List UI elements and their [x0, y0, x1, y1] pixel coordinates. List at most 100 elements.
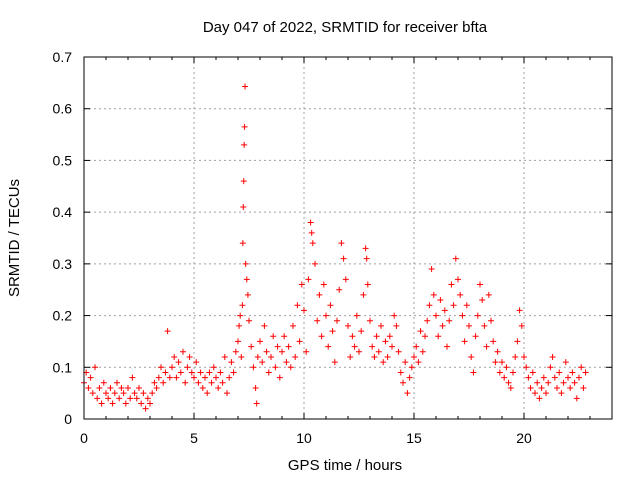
- data-point: [296, 338, 303, 345]
- data-point: [125, 384, 131, 391]
- data-point: [127, 395, 134, 402]
- data-point: [527, 384, 534, 391]
- data-point: [250, 364, 257, 371]
- data-point: [415, 359, 422, 366]
- data-point: [336, 286, 343, 293]
- data-point: [466, 322, 472, 329]
- data-point: [294, 302, 301, 309]
- data-point: [494, 348, 501, 355]
- data-point: [122, 400, 129, 407]
- data-point: [518, 322, 525, 329]
- chart-title: Day 047 of 2022, SRMTID for receiver bft…: [203, 19, 488, 36]
- data-point: [338, 240, 345, 247]
- data-point: [389, 343, 395, 350]
- data-point: [224, 390, 230, 397]
- y-tick-label: 0.7: [53, 49, 73, 65]
- data-point: [202, 374, 208, 381]
- data-point: [85, 384, 92, 391]
- data-point: [516, 307, 523, 314]
- x-tick-label: 10: [296, 430, 312, 446]
- data-point: [395, 348, 402, 355]
- data-point: [417, 328, 424, 335]
- data-point: [411, 353, 417, 360]
- data-point: [188, 369, 195, 376]
- data-point: [197, 369, 204, 376]
- data-point: [103, 390, 109, 397]
- data-point: [257, 338, 263, 345]
- y-tick-label: 0.5: [53, 152, 73, 168]
- data-point: [450, 302, 457, 309]
- data-point: [347, 353, 354, 360]
- data-point: [276, 374, 283, 381]
- data-point: [448, 281, 455, 288]
- data-point: [430, 291, 437, 298]
- data-point: [358, 328, 365, 335]
- data-point: [129, 374, 136, 381]
- data-point: [248, 343, 255, 350]
- data-point: [551, 374, 558, 381]
- data-point: [320, 281, 327, 288]
- data-point: [501, 374, 508, 381]
- data-point: [254, 353, 261, 360]
- data-point: [558, 390, 565, 397]
- data-point: [567, 384, 574, 391]
- data-point: [364, 281, 371, 288]
- data-point: [439, 322, 446, 329]
- data-point: [316, 291, 323, 298]
- data-point: [521, 353, 527, 360]
- data-point: [114, 379, 120, 386]
- data-point: [105, 395, 112, 402]
- data-point: [242, 260, 249, 267]
- data-point: [490, 338, 497, 345]
- data-point: [463, 302, 470, 309]
- data-point: [360, 291, 367, 298]
- data-point: [109, 400, 116, 407]
- data-point: [419, 348, 426, 355]
- data-point: [96, 384, 103, 391]
- data-point: [356, 348, 362, 355]
- data-point: [373, 333, 380, 340]
- data-point: [367, 317, 373, 324]
- data-point: [397, 369, 404, 376]
- data-points: [81, 83, 589, 412]
- data-point: [307, 219, 314, 226]
- data-point: [116, 395, 123, 402]
- data-point: [199, 384, 206, 391]
- data-point: [523, 364, 530, 371]
- data-point: [408, 364, 415, 371]
- data-point: [305, 276, 312, 283]
- data-point: [309, 240, 316, 247]
- data-point: [272, 364, 279, 371]
- data-point: [560, 379, 567, 386]
- data-point: [441, 307, 448, 314]
- data-point: [565, 374, 571, 381]
- data-point: [342, 276, 349, 283]
- data-point: [400, 379, 406, 386]
- data-point: [206, 369, 213, 376]
- data-point: [239, 240, 246, 247]
- data-point: [492, 359, 499, 366]
- data-point: [144, 395, 151, 402]
- data-point: [94, 395, 101, 402]
- data-point: [380, 359, 387, 366]
- data-point: [325, 343, 332, 350]
- x-tick-label: 20: [516, 430, 532, 446]
- data-point: [428, 266, 435, 273]
- data-point: [384, 353, 391, 360]
- data-point: [213, 374, 219, 381]
- data-point: [162, 369, 169, 376]
- data-point: [481, 322, 488, 329]
- data-point: [147, 400, 153, 407]
- data-point: [562, 359, 569, 366]
- data-point: [345, 322, 351, 329]
- data-point: [424, 317, 431, 324]
- data-point: [512, 353, 519, 360]
- data-point: [349, 333, 356, 340]
- y-tick-label: 0.1: [53, 359, 73, 375]
- data-point: [279, 348, 285, 355]
- data-point: [142, 405, 149, 412]
- data-point: [406, 374, 413, 381]
- data-point: [169, 364, 175, 371]
- data-point: [131, 390, 138, 397]
- data-point: [241, 123, 248, 130]
